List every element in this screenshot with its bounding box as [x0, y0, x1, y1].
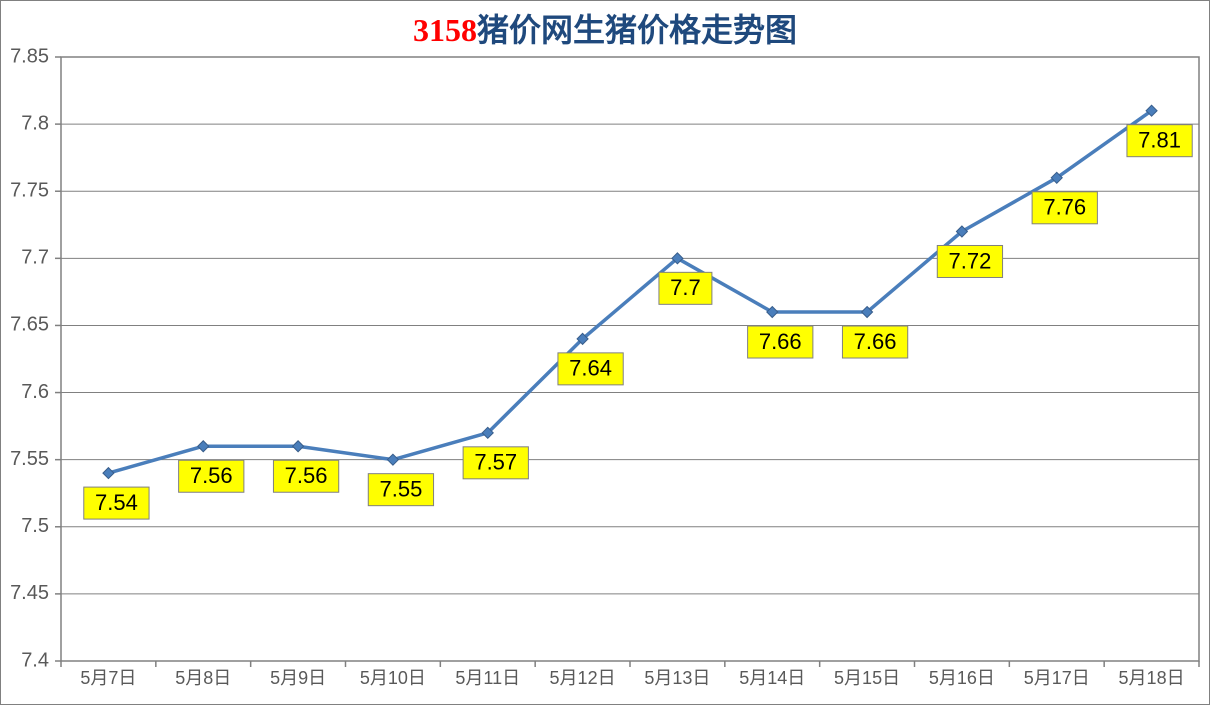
data-label: 7.7: [670, 275, 701, 300]
y-tick-label: 7.75: [10, 180, 49, 202]
series-line: [108, 111, 1151, 473]
data-label: 7.72: [949, 248, 992, 273]
data-marker: [387, 454, 398, 465]
data-marker: [198, 441, 209, 452]
x-tick-label: 5月17日: [1024, 668, 1090, 688]
x-tick-label: 5月12日: [550, 668, 616, 688]
chart-container: 3158猪价网生猪价格走势图 7.47.457.57.557.67.657.77…: [0, 0, 1210, 705]
data-label: 7.81: [1138, 128, 1181, 153]
x-tick-label: 5月15日: [834, 668, 900, 688]
x-tick-label: 5月13日: [644, 668, 710, 688]
y-tick-label: 7.45: [10, 582, 49, 604]
y-tick-label: 7.85: [10, 45, 49, 67]
y-tick-label: 7.8: [21, 112, 49, 134]
y-tick-label: 7.7: [21, 247, 49, 269]
y-tick-label: 7.6: [21, 381, 49, 403]
x-tick-label: 5月10日: [360, 668, 426, 688]
y-tick-label: 7.65: [10, 314, 49, 336]
data-label: 7.54: [95, 490, 138, 515]
x-tick-label: 5月18日: [1119, 668, 1185, 688]
plot-border: [61, 57, 1199, 661]
data-marker: [103, 468, 114, 479]
x-tick-label: 5月7日: [80, 668, 136, 688]
data-label: 7.66: [854, 329, 897, 354]
data-label: 7.64: [569, 356, 612, 381]
y-tick-label: 7.5: [21, 515, 49, 537]
data-label: 7.57: [474, 450, 517, 475]
x-tick-label: 5月14日: [739, 668, 805, 688]
data-label: 7.55: [380, 476, 423, 501]
data-label: 7.76: [1043, 195, 1086, 220]
y-tick-label: 7.4: [21, 649, 49, 671]
chart-svg: 7.4 7.45 7.5 7.55 7.6 7.65 7.7 7.75 7.8 7.85 5月7日 5…: [1, 1, 1210, 706]
data-label: 7.56: [190, 463, 233, 488]
data-marker: [293, 441, 304, 452]
data-label: 7.66: [759, 329, 802, 354]
x-tick-label: 5月11日: [455, 668, 520, 688]
x-tick-label: 5月9日: [270, 668, 326, 688]
y-tick-label: 7.55: [10, 448, 49, 470]
data-label: 7.56: [285, 463, 328, 488]
x-tick-label: 5月16日: [929, 668, 995, 688]
x-tick-label: 5月8日: [175, 668, 231, 688]
